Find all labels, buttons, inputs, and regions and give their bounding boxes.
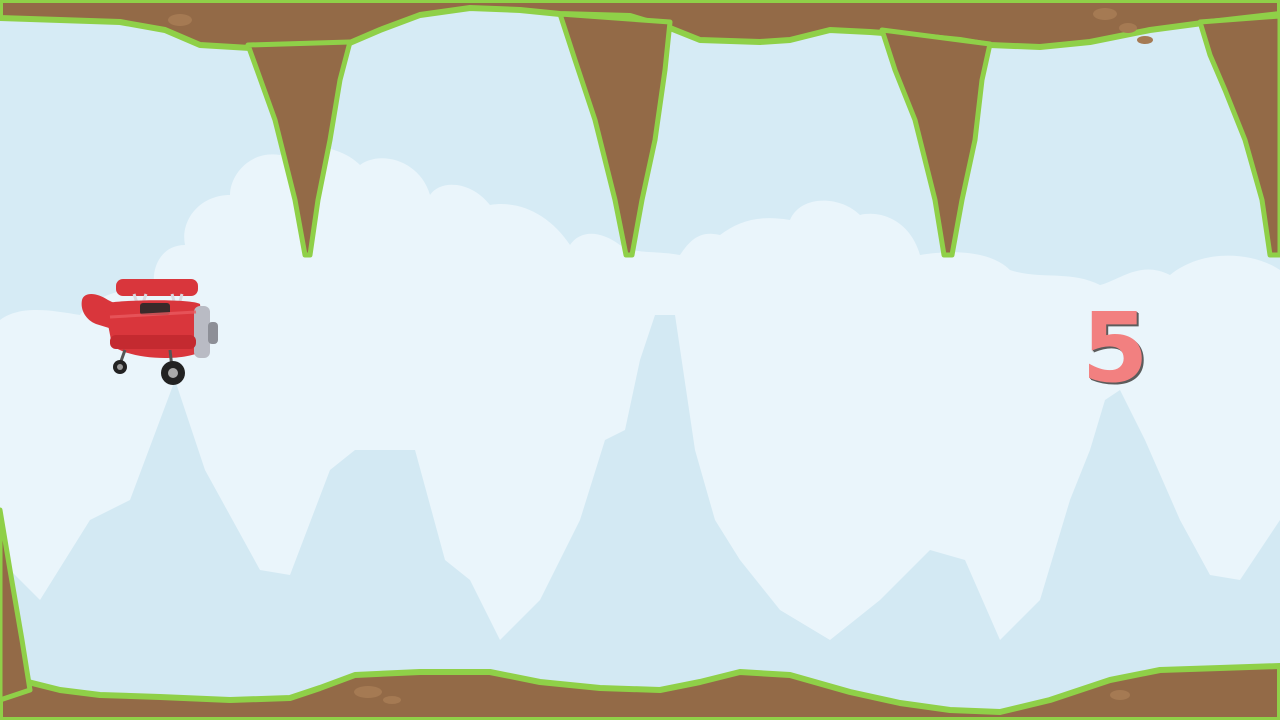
stalactite	[245, 39, 353, 258]
stalactite	[879, 27, 993, 258]
stalactites	[245, 11, 1280, 258]
score-counter: 5	[1081, 292, 1149, 404]
stalactite	[1197, 13, 1280, 258]
ground-strip	[0, 663, 1280, 720]
mountain-layer	[0, 315, 1280, 720]
ground-spike	[0, 507, 33, 703]
red-biplane-icon	[81, 279, 218, 385]
stalactite	[557, 11, 673, 258]
